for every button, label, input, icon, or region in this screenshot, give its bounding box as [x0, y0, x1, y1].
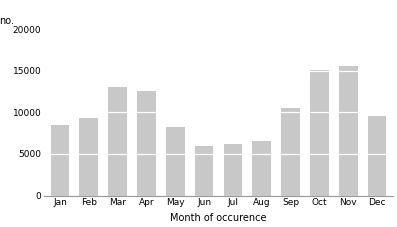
Bar — [310, 70, 329, 195]
Bar — [339, 67, 358, 195]
Bar — [252, 141, 271, 195]
Bar — [108, 87, 127, 195]
X-axis label: Month of occurence: Month of occurence — [170, 213, 267, 223]
Bar — [166, 127, 185, 195]
Bar — [51, 125, 69, 195]
Bar — [137, 91, 156, 195]
Bar — [224, 144, 242, 195]
Bar — [195, 146, 214, 195]
Bar — [281, 108, 300, 195]
Bar — [79, 118, 98, 195]
Bar — [368, 116, 386, 195]
Text: no.: no. — [0, 16, 14, 26]
